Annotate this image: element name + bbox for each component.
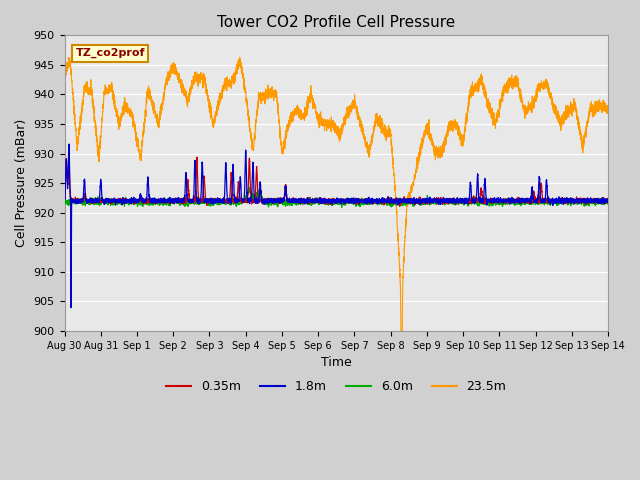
Legend: 0.35m, 1.8m, 6.0m, 23.5m: 0.35m, 1.8m, 6.0m, 23.5m bbox=[161, 375, 511, 398]
Text: TZ_co2prof: TZ_co2prof bbox=[76, 48, 145, 58]
Title: Tower CO2 Profile Cell Pressure: Tower CO2 Profile Cell Pressure bbox=[217, 15, 456, 30]
Y-axis label: Cell Pressure (mBar): Cell Pressure (mBar) bbox=[15, 119, 28, 247]
X-axis label: Time: Time bbox=[321, 356, 352, 369]
